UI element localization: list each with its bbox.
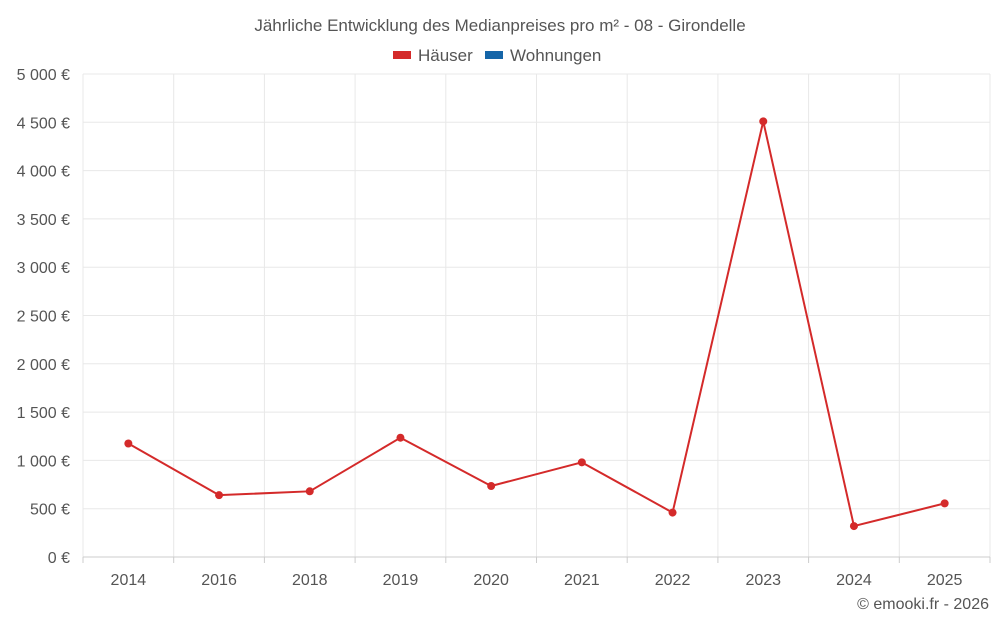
data-point[interactable]: [668, 508, 677, 517]
data-point[interactable]: [215, 491, 224, 500]
x-tick-label: 2023: [745, 572, 781, 589]
data-point[interactable]: [577, 458, 586, 467]
x-axis-ticks: 2014 2016 2018 2019 2020 2021 2022 2023 2024 2025: [111, 572, 963, 589]
y-tick-label: 4 500 €: [17, 115, 70, 132]
x-tick-label: 2025: [927, 572, 963, 589]
data-point[interactable]: [487, 481, 496, 490]
x-tick-label: 2016: [201, 572, 237, 589]
legend-item[interactable]: Häuser: [393, 46, 473, 65]
y-tick-label: 2 000 €: [17, 357, 70, 374]
data-point[interactable]: [305, 487, 314, 496]
data-point[interactable]: [849, 522, 858, 531]
x-tick-label: 2022: [655, 572, 691, 589]
x-tick-label: 2019: [383, 572, 419, 589]
credit-text: © emooki.fr - 2026: [857, 596, 989, 613]
data-point[interactable]: [759, 117, 768, 126]
legend-swatch: [485, 51, 503, 59]
legend: Häuser Wohnungen: [393, 46, 601, 65]
y-tick-label: 0 €: [48, 550, 70, 567]
x-tick-label: 2024: [836, 572, 872, 589]
legend-item[interactable]: Wohnungen: [485, 46, 601, 65]
y-tick-label: 3 000 €: [17, 260, 70, 277]
series-line: [127, 120, 945, 528]
y-tick-label: 5 000 €: [17, 67, 70, 84]
y-tick-label: 1 500 €: [17, 405, 70, 422]
data-point[interactable]: [124, 439, 133, 448]
x-tick-label: 2021: [564, 572, 600, 589]
x-tick-label: 2020: [473, 572, 509, 589]
data-point[interactable]: [940, 499, 949, 508]
y-tick-label: 500 €: [30, 502, 70, 519]
y-tick-label: 3 500 €: [17, 212, 70, 229]
legend-label: Häuser: [418, 46, 473, 65]
x-tick-label: 2014: [111, 572, 147, 589]
y-tick-label: 4 000 €: [17, 164, 70, 181]
grid: [82, 73, 991, 563]
series-layer: [124, 117, 949, 531]
chart-title: Jährliche Entwicklung des Medianpreises …: [254, 16, 745, 35]
data-point[interactable]: [396, 433, 405, 442]
x-tick-label: 2018: [292, 572, 328, 589]
legend-label: Wohnungen: [510, 46, 601, 65]
legend-swatch: [393, 51, 411, 59]
y-axis-ticks: 0 € 500 € 1 000 € 1 500 € 2 000 € 2 500 € 3 00…: [17, 67, 70, 567]
y-tick-label: 2 500 €: [17, 309, 70, 326]
y-tick-label: 1 000 €: [17, 453, 70, 470]
